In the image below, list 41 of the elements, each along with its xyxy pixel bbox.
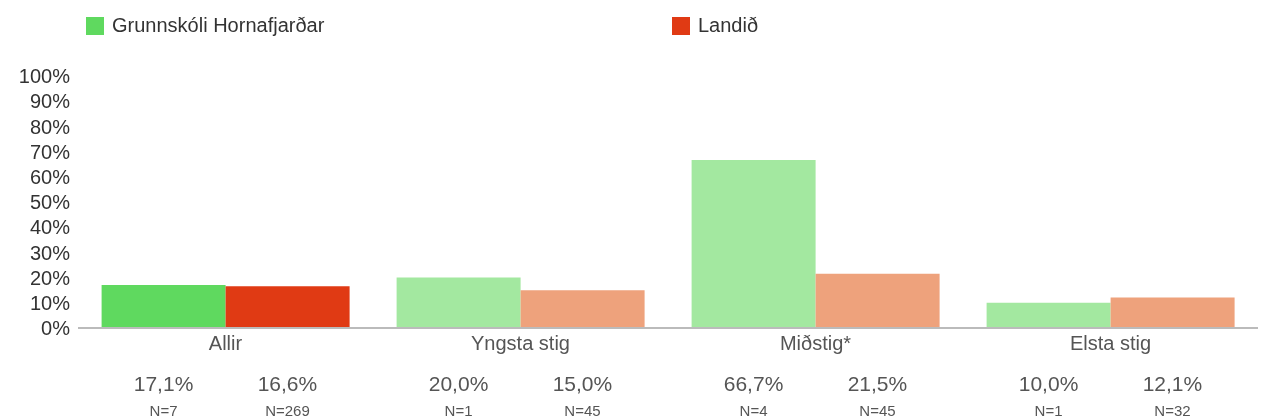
y-tick-label: 50% bbox=[29, 191, 71, 214]
y-tick-label: 20% bbox=[29, 266, 71, 289]
data-label: 21,5% bbox=[846, 372, 909, 396]
text: N=269 bbox=[264, 402, 311, 416]
text: N=1 bbox=[1033, 402, 1064, 416]
text: N=1 bbox=[443, 402, 474, 416]
y-tick-label: 40% bbox=[29, 216, 71, 239]
data-label: 20,0% bbox=[427, 372, 490, 396]
y-tick-label: 60% bbox=[29, 165, 71, 188]
data-label: 15,0% bbox=[551, 372, 614, 396]
text: N=32 bbox=[1153, 402, 1192, 416]
y-tick-label: 90% bbox=[29, 90, 71, 113]
y-tick-label: 10% bbox=[29, 291, 71, 314]
bar bbox=[1110, 297, 1235, 328]
bar bbox=[225, 286, 350, 328]
data-label: 12,1% bbox=[1141, 372, 1204, 396]
data-label: 16,6% bbox=[256, 372, 319, 396]
y-tick-label: 0% bbox=[41, 317, 71, 340]
y-tick-label: 30% bbox=[29, 241, 71, 264]
x-tick-label: Miðstig* bbox=[779, 332, 852, 355]
legend-label: Landið bbox=[698, 14, 759, 37]
x-tick-label: Elsta stig bbox=[1069, 332, 1152, 355]
bar bbox=[691, 159, 816, 328]
bar bbox=[815, 273, 940, 328]
text: N=4 bbox=[738, 402, 769, 416]
text: N=7 bbox=[148, 402, 179, 416]
bar bbox=[101, 284, 226, 328]
bar bbox=[520, 290, 645, 328]
data-label: 17,1% bbox=[132, 372, 195, 396]
data-label: 66,7% bbox=[722, 372, 785, 396]
text: N=45 bbox=[563, 402, 602, 416]
bar bbox=[396, 277, 521, 328]
y-tick-label: 100% bbox=[18, 65, 71, 88]
data-label: 10,0% bbox=[1017, 372, 1080, 396]
y-tick-label: 80% bbox=[29, 115, 71, 138]
x-tick-label: Allir bbox=[208, 332, 243, 355]
y-tick-label: 70% bbox=[29, 140, 71, 163]
legend-label: Grunnskóli Hornafjarðar bbox=[112, 14, 325, 37]
text: N=45 bbox=[858, 402, 897, 416]
bar bbox=[986, 302, 1111, 328]
x-tick-label: Yngsta stig bbox=[471, 332, 570, 355]
